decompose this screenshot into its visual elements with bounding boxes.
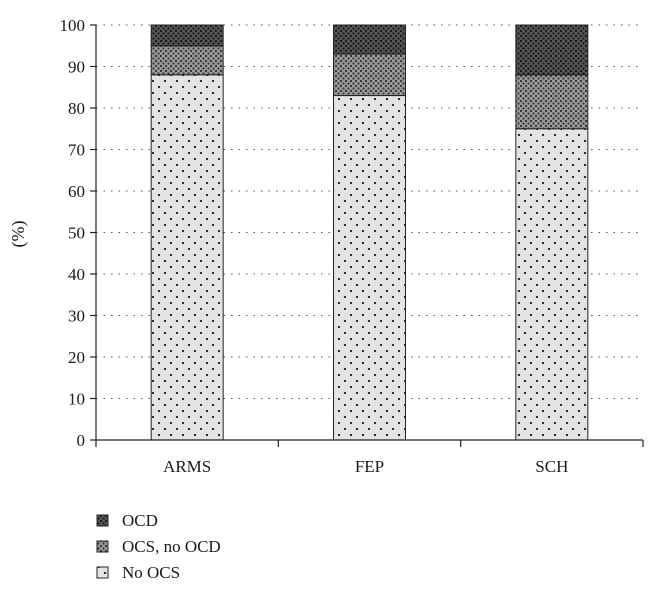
axes: 0 10 20 30 40 50 60 70 80 90 100 ARMS FEP SCH [60,16,644,476]
y-tick-label: 60 [68,182,85,201]
bar-segment [515,24,589,76]
bars [150,24,589,441]
bar-segment [333,95,406,441]
y-tick-label: 50 [68,224,85,243]
legend-swatch [96,540,109,553]
y-tick-label: 20 [68,348,85,367]
bar-segment [150,24,224,47]
y-tick-label: 40 [68,265,85,284]
legend-swatch [96,514,109,527]
y-tick-label: 100 [60,16,86,35]
legend-label: OCD [122,511,158,530]
legend-swatch [96,566,109,579]
bar-segment [150,74,224,441]
legend-label: OCS, no OCD [122,537,221,556]
x-tick-label: FEP [355,457,384,476]
y-axis-label: (%) [8,221,29,248]
bar-segment [515,128,589,441]
y-tick-label: 80 [68,99,85,118]
legend: OCD OCS, no OCD No OCS [96,511,221,582]
y-tick-label: 0 [77,431,86,450]
bar-segment [333,53,406,97]
y-tick-label: 30 [68,307,85,326]
y-tick-label: 90 [68,58,85,77]
y-tick-label: 10 [68,390,85,409]
legend-label: No OCS [122,563,180,582]
bar-segment [333,24,406,55]
bar-segment [150,45,224,76]
y-tick-label: 70 [68,141,85,160]
x-tick-label: SCH [535,457,568,476]
bar-segment [515,74,589,130]
x-tick-label: ARMS [163,457,211,476]
